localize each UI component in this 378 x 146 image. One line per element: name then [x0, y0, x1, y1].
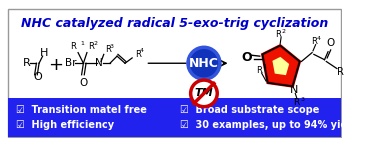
Text: 3: 3: [110, 44, 114, 49]
Text: 2: 2: [93, 41, 97, 46]
Text: R: R: [256, 66, 262, 75]
Circle shape: [188, 47, 220, 79]
Text: 1: 1: [262, 64, 266, 69]
Text: 3: 3: [301, 97, 304, 102]
Text: N: N: [96, 58, 103, 68]
Polygon shape: [273, 57, 289, 75]
Text: O: O: [241, 51, 252, 64]
Text: TM: TM: [195, 88, 213, 98]
Text: 4: 4: [140, 48, 144, 53]
Text: R: R: [311, 38, 317, 46]
Text: ☑  Transition matel free: ☑ Transition matel free: [16, 105, 147, 115]
Text: R: R: [105, 45, 110, 54]
Text: R: R: [293, 98, 299, 107]
Text: R: R: [135, 50, 141, 59]
Text: R: R: [276, 30, 281, 39]
Text: O: O: [34, 72, 43, 82]
Text: H: H: [40, 48, 48, 58]
Text: R: R: [70, 42, 76, 51]
Text: O: O: [327, 38, 335, 48]
Text: ☑  Broad substrate scope: ☑ Broad substrate scope: [180, 105, 319, 115]
Text: ☑  High efficiency: ☑ High efficiency: [16, 120, 114, 130]
Circle shape: [191, 80, 217, 107]
Bar: [8, 98, 341, 137]
Text: 1: 1: [81, 41, 85, 46]
Text: R: R: [337, 67, 344, 77]
Text: R: R: [88, 42, 94, 51]
Text: NHC: NHC: [189, 57, 219, 70]
Polygon shape: [262, 46, 300, 86]
Text: O: O: [79, 78, 88, 88]
Text: 2: 2: [282, 29, 286, 34]
Text: ☑  30 examples, up to 94% yield: ☑ 30 examples, up to 94% yield: [180, 120, 358, 130]
Text: N: N: [290, 85, 299, 95]
Text: R: R: [23, 58, 31, 68]
Text: +: +: [48, 56, 64, 74]
Text: Br: Br: [65, 58, 77, 68]
Text: 4: 4: [317, 36, 321, 41]
Text: NHC catalyzed radical 5-exo-trig cyclization: NHC catalyzed radical 5-exo-trig cycliza…: [21, 17, 328, 30]
